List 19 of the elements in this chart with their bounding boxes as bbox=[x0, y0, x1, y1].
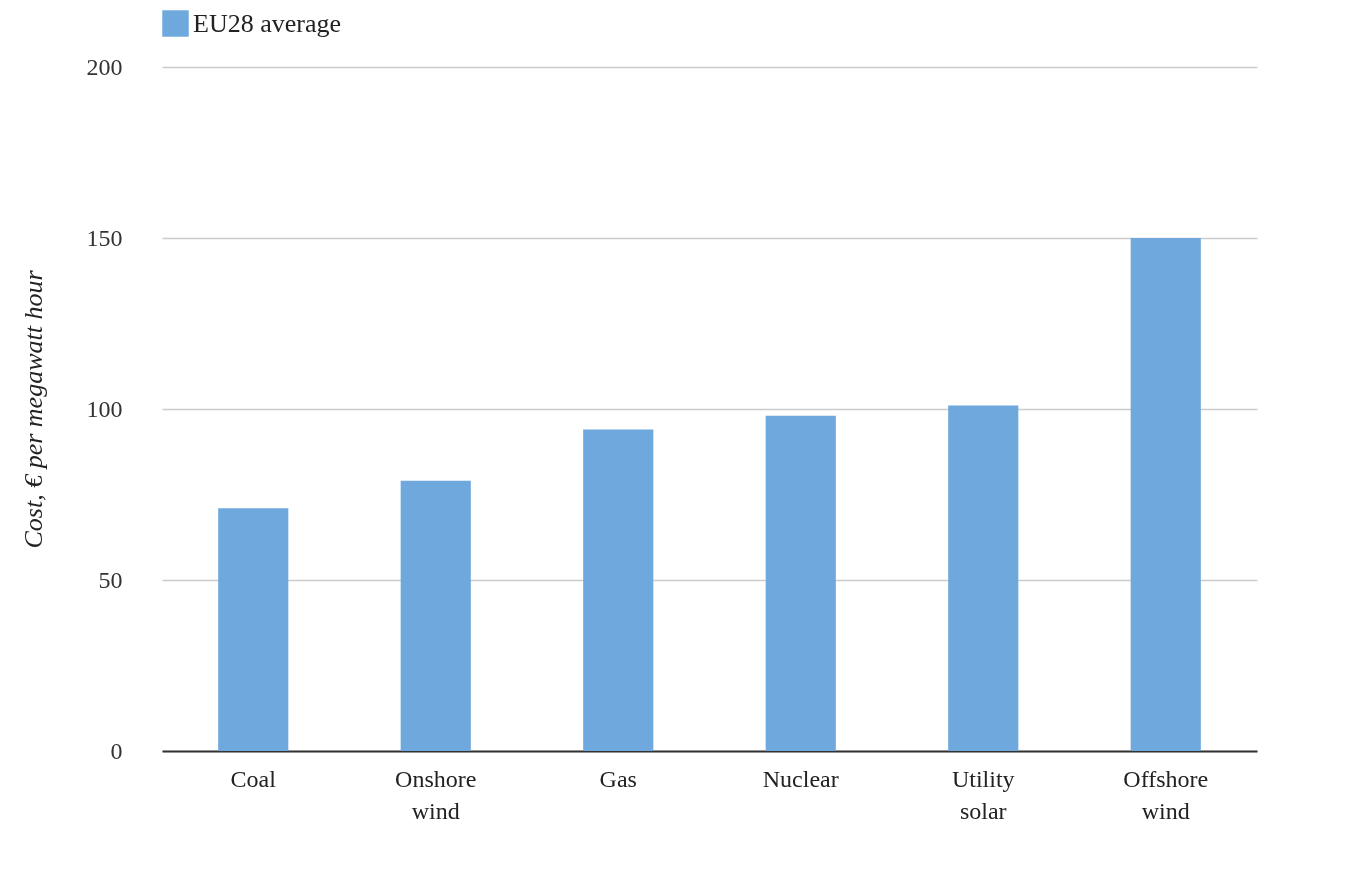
y-tick-label: 100 bbox=[86, 395, 123, 422]
y-tick-label: 150 bbox=[86, 224, 123, 251]
x-tick-label: Onshore wind bbox=[395, 765, 477, 824]
bar bbox=[218, 508, 289, 751]
y-tick-label: 200 bbox=[86, 53, 123, 80]
x-tick-label: Coal bbox=[230, 765, 277, 792]
x-tick-label: Utility solar bbox=[951, 765, 1015, 824]
bar bbox=[948, 405, 1019, 751]
bar bbox=[765, 415, 836, 751]
x-tick-label: Nuclear bbox=[762, 765, 839, 792]
y-tick-label: 0 bbox=[110, 737, 123, 764]
bar bbox=[583, 429, 654, 751]
bar bbox=[400, 480, 471, 751]
y-axis-title: Cost, € per megawatt hour bbox=[18, 269, 48, 549]
y-tick-label: 50 bbox=[98, 566, 123, 593]
bar bbox=[1130, 238, 1201, 751]
x-tick-label: Offshore wind bbox=[1123, 765, 1209, 824]
x-tick-label: Gas bbox=[599, 765, 637, 792]
legend-label: EU28 average bbox=[193, 8, 341, 38]
